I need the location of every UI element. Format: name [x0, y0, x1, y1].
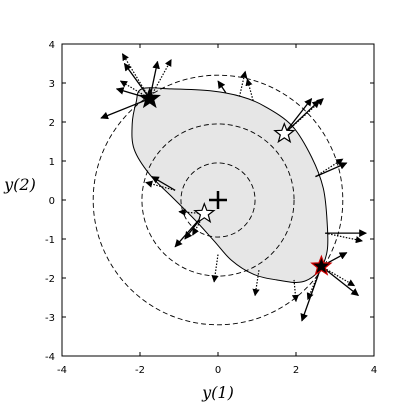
star-marker	[138, 86, 161, 109]
dotted-arrow	[252, 270, 260, 297]
y-tick-label: 0	[49, 196, 55, 207]
x-tick-label: 2	[293, 365, 299, 376]
solid-arrow	[123, 62, 151, 99]
y-tick-label: 2	[49, 118, 55, 129]
dotted-arrow	[315, 158, 344, 178]
solid-arrow	[100, 97, 150, 120]
y-tick-label: 1	[49, 157, 55, 168]
dotted-arrow	[119, 80, 151, 100]
y-tick-label: -4	[45, 352, 55, 363]
dotted-arrow	[149, 58, 172, 99]
dotted-arrow	[291, 279, 299, 303]
dashed-circle	[180, 162, 256, 238]
x-tick-label: -2	[135, 365, 145, 376]
dashed-circle	[141, 123, 295, 277]
arrows-layer	[100, 53, 367, 322]
y-tick-label: 4	[49, 40, 55, 51]
x-tick-label: 0	[215, 365, 221, 376]
dotted-arrow	[211, 254, 219, 283]
x-axis-label: y(1)	[201, 383, 234, 402]
y-axis-label: y(2)	[3, 175, 36, 194]
dotted-arrow	[145, 180, 176, 191]
dashed-circles-layer	[92, 74, 344, 326]
x-tick-label: 4	[371, 365, 377, 376]
solid-arrow	[283, 97, 313, 135]
y-tick-label: -1	[45, 235, 55, 246]
star-marker	[193, 201, 216, 224]
star-marker	[273, 122, 296, 144]
x-tick-label: -4	[57, 365, 67, 376]
region-layer	[131, 87, 329, 283]
dotted-arrow	[325, 232, 364, 244]
solid-arrow	[151, 176, 176, 191]
markers-layer	[138, 86, 333, 276]
y-tick-label: -3	[45, 313, 55, 324]
feasible-region	[131, 87, 329, 283]
dashed-circle	[92, 74, 344, 326]
star-marker	[310, 254, 333, 276]
solid-arrow	[217, 80, 227, 94]
solid-arrow	[320, 265, 360, 297]
solid-arrow	[315, 162, 348, 178]
ticks-layer: -4 -2 0 2 4 -4 -3 -2 -1 0 1 2 3 4	[45, 40, 377, 376]
dotted-arrow	[245, 78, 254, 101]
solid-arrow	[283, 100, 320, 135]
dotted-arrow	[321, 265, 356, 287]
dotted-arrow	[238, 70, 248, 97]
solid-arrow	[300, 266, 322, 322]
y-tick-label: -2	[45, 274, 55, 285]
y-tick-label: 3	[49, 79, 55, 90]
